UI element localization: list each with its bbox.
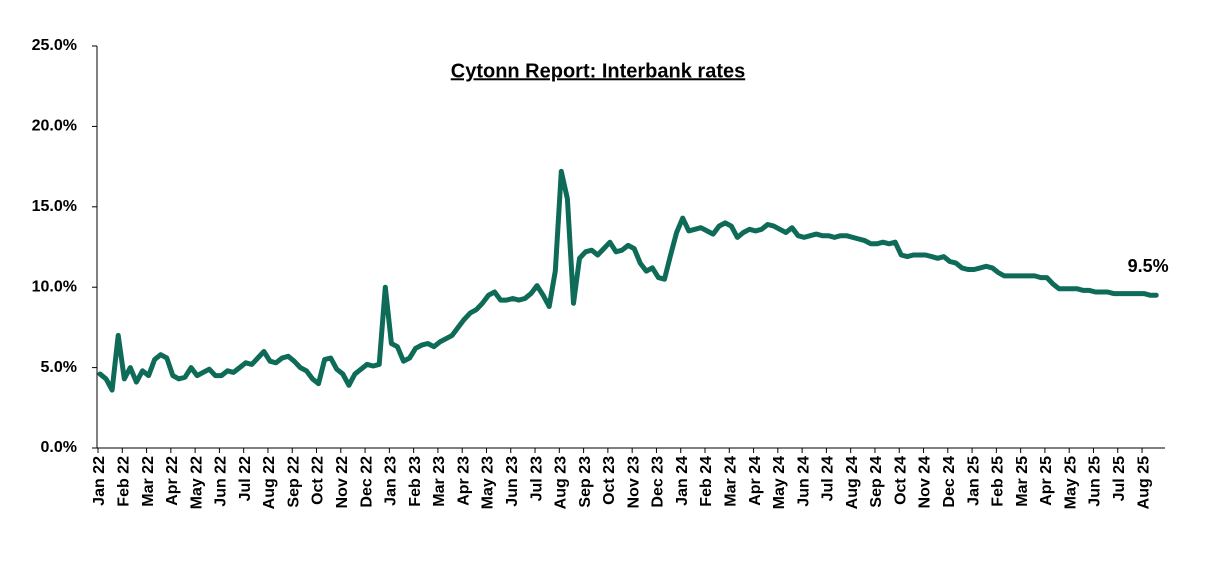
x-tick-label: Apr 23 — [455, 456, 472, 506]
x-tick-label: Sep 23 — [577, 456, 594, 508]
x-tick-label: Dec 23 — [650, 456, 667, 508]
x-tick-label: Jun 22 — [213, 456, 230, 507]
y-tick-label: 20.0% — [32, 118, 77, 135]
x-tick-label: Mar 22 — [140, 456, 157, 507]
x-tick-label: Jul 24 — [820, 456, 837, 501]
x-tick-label: May 25 — [1062, 456, 1079, 509]
x-tick-label: Jul 22 — [237, 456, 254, 501]
x-tick-label: Nov 22 — [334, 456, 351, 509]
x-tick-label: Jan 23 — [383, 456, 400, 506]
x-tick-label: Dec 24 — [941, 456, 958, 508]
x-tick-label: Jan 24 — [674, 456, 691, 506]
x-tick-label: Feb 22 — [115, 456, 132, 507]
x-tick-label: Jun 25 — [1087, 456, 1104, 507]
annotation: 9.5% — [1128, 256, 1169, 276]
x-tick-label: Mar 25 — [1014, 456, 1031, 507]
x-tick-label: Jun 24 — [795, 456, 812, 507]
x-tick-label: Apr 25 — [1038, 456, 1055, 506]
x-tick-label: Mar 23 — [431, 456, 448, 507]
x-tick-label: Feb 23 — [407, 456, 424, 507]
y-tick-label: 5.0% — [41, 359, 77, 376]
x-tick-label: May 24 — [771, 456, 788, 509]
x-tick-label: Aug 25 — [1135, 456, 1152, 509]
y-tick-label: 0.0% — [41, 439, 77, 456]
x-tick-label: Aug 23 — [553, 456, 570, 509]
x-tick-label: Aug 22 — [261, 456, 278, 509]
x-tick-label: Jan 25 — [965, 456, 982, 506]
x-tick-label: May 22 — [188, 456, 205, 509]
x-tick-label: May 23 — [480, 456, 497, 509]
x-tick-label: Sep 22 — [285, 456, 302, 508]
x-tick-label: Sep 24 — [868, 456, 885, 508]
x-tick-label: Aug 24 — [844, 456, 861, 509]
x-tick-label: Nov 23 — [625, 456, 642, 509]
y-tick-label: 15.0% — [32, 198, 77, 215]
x-tick-label: Oct 24 — [892, 456, 909, 505]
chart-title: Cytonn Report: Interbank rates — [451, 60, 745, 82]
y-tick-label: 25.0% — [32, 37, 77, 54]
x-tick-label: Jun 23 — [504, 456, 521, 507]
series-line — [97, 168, 1159, 393]
x-tick-label: Oct 23 — [601, 456, 618, 505]
x-tick-label: Apr 22 — [164, 456, 181, 506]
x-tick-label: Apr 24 — [747, 456, 764, 506]
x-tick-label: Mar 24 — [722, 456, 739, 507]
x-tick-label: Feb 25 — [990, 456, 1007, 507]
x-tick-label: Jul 25 — [1111, 456, 1128, 501]
x-tick-label: Jan 22 — [91, 456, 108, 506]
x-tick-label: Dec 22 — [358, 456, 375, 508]
x-tick-label: Feb 24 — [698, 456, 715, 507]
x-tick-label: Jul 23 — [528, 456, 545, 501]
x-tick-label: Oct 22 — [310, 456, 327, 505]
y-tick-label: 10.0% — [32, 278, 77, 295]
x-tick-label: Nov 24 — [917, 456, 934, 509]
